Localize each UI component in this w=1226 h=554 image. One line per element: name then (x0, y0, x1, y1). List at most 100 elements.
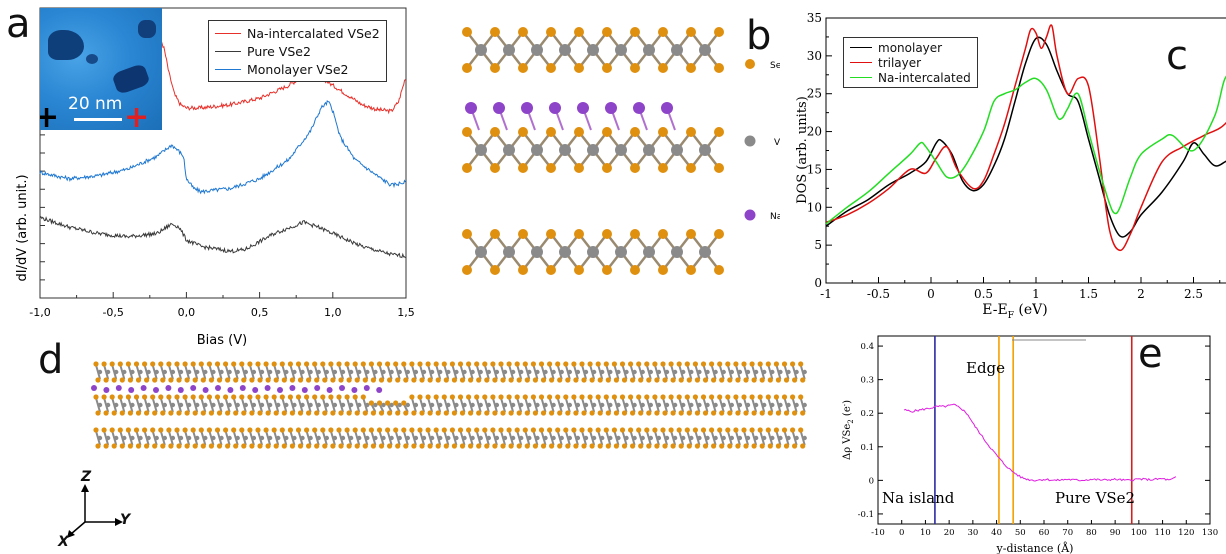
v-atom (357, 369, 362, 375)
se-atom (686, 63, 696, 73)
se-atom (773, 361, 780, 367)
stm-scale-label: 20 nm (68, 94, 123, 114)
se-atom (433, 394, 439, 400)
v-atom (762, 402, 767, 408)
v-atom (643, 246, 655, 258)
se-atom (630, 265, 640, 275)
v-atom (146, 435, 151, 441)
na-atom (493, 102, 505, 114)
legend-label: Na-intercalated (878, 70, 971, 85)
se-atom (190, 427, 196, 433)
se-atom (225, 443, 231, 449)
se-atom (654, 443, 660, 449)
se-atom (579, 361, 585, 367)
se-atom (125, 394, 131, 400)
x-tick-label: 0 (899, 528, 904, 538)
v-atom (640, 402, 645, 408)
se-atom (757, 361, 763, 367)
se-atom (214, 394, 221, 400)
se-atom (322, 443, 328, 449)
se-atom (239, 427, 245, 433)
se-atom (441, 361, 447, 367)
na-atom (605, 102, 617, 114)
se-atom (395, 443, 401, 449)
se-atom (658, 27, 668, 37)
se-atom (411, 410, 417, 416)
se-atom (328, 361, 334, 367)
v-atom (802, 435, 807, 441)
v-atom (656, 402, 662, 408)
v-atom (373, 369, 378, 375)
se-atom (263, 427, 269, 433)
se-atom (530, 394, 536, 400)
se-atom (322, 410, 328, 416)
panel-a-ylabel: dI/dV (arb. unit.) (15, 174, 30, 281)
se-atom (660, 427, 666, 433)
v-atom (114, 435, 119, 441)
se-atom (257, 410, 263, 416)
v-atom (721, 435, 726, 441)
se-atom (216, 377, 223, 383)
se-atom (506, 427, 512, 433)
x-tick-label: 50 (1015, 528, 1026, 538)
v-atom (429, 435, 435, 441)
v-atom (713, 369, 718, 375)
legend-entry: Monolayer VSe2 (215, 60, 380, 78)
v-atom (211, 369, 216, 375)
se-atom (792, 443, 798, 449)
axis-triad (67, 484, 123, 538)
se-atom (538, 427, 545, 433)
se-atom (767, 410, 773, 416)
x-tick-label: 20 (944, 528, 955, 538)
panel-b-atom-legend: Se V Na (744, 59, 780, 222)
se-atom (273, 377, 279, 383)
se-atom (241, 410, 247, 416)
se-atom (798, 394, 804, 400)
se-atom (344, 394, 350, 400)
v-atom (543, 369, 548, 375)
se-atom (628, 394, 634, 400)
se-atom (628, 361, 634, 367)
se-atom (727, 443, 733, 449)
v-atom (551, 435, 556, 441)
se-atom (125, 427, 131, 433)
se-atom (160, 443, 166, 449)
panel-e-ylabel-end: ) (842, 400, 853, 404)
se-atom (330, 410, 336, 416)
na-atom (521, 102, 533, 114)
legend-label: Na-intercalated VSe2 (247, 25, 380, 41)
se-atom (368, 427, 374, 433)
v-atom (405, 369, 410, 375)
se-atom (549, 410, 555, 416)
v-atom (681, 369, 686, 375)
se-atom (271, 361, 277, 367)
se-atom (638, 410, 644, 416)
se-atom (378, 410, 385, 416)
se-atom (295, 394, 302, 400)
se-atom (387, 443, 393, 449)
se-atom (249, 410, 255, 416)
se-atom (320, 361, 326, 367)
panel-e-chart: -10 0 10 20 30 40 50 60 70 80 90 100 110 120 130-0.100… (841, 335, 1218, 554)
na-atom (91, 385, 97, 391)
se-atom (646, 410, 652, 416)
se-atom (142, 427, 148, 433)
se-atom (119, 410, 125, 416)
se-atom (506, 361, 512, 367)
se-atom (417, 361, 423, 367)
se-atom (208, 410, 214, 416)
panel-c-legend: monolayer trilayer Na-intercalated (843, 37, 978, 88)
v-atom (503, 144, 515, 156)
se-atom (654, 410, 660, 416)
se-atom (433, 361, 439, 367)
v-atom (486, 435, 491, 441)
se-atom (619, 394, 626, 400)
v-atom (583, 402, 589, 408)
v-atom (745, 369, 751, 375)
v-atom (219, 402, 224, 408)
panel-e-ylabel-sup: - (841, 403, 849, 406)
se-atom (678, 443, 684, 449)
se-atom (279, 394, 285, 400)
v-atom (413, 402, 419, 408)
na-atom (314, 385, 321, 391)
